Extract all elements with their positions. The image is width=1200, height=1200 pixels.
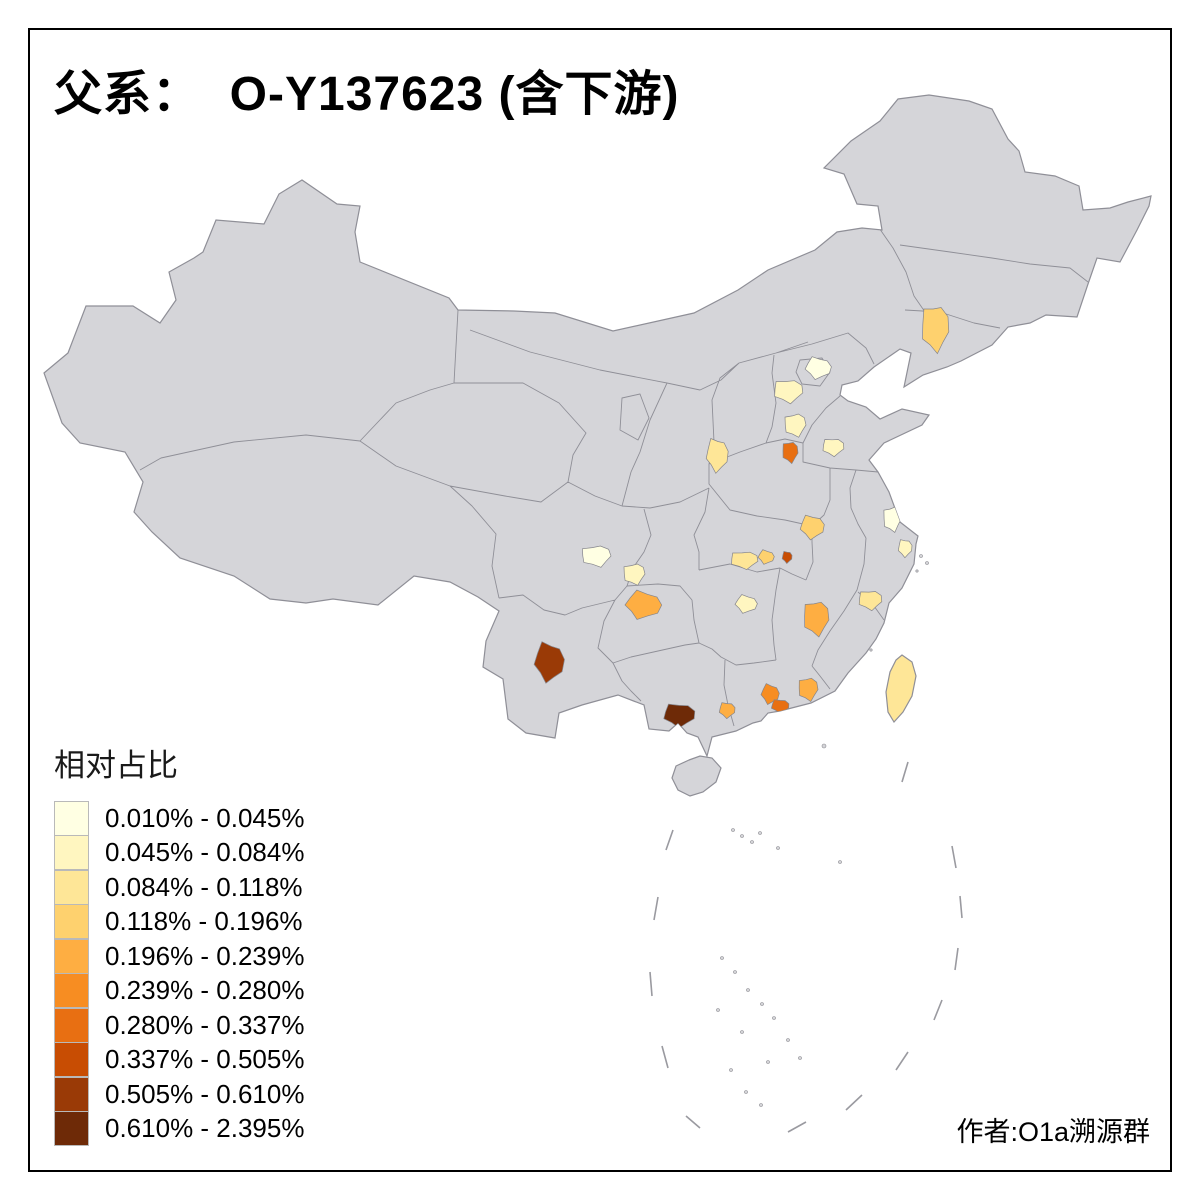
legend-row-8: 0.337% - 0.505% (54, 1042, 305, 1078)
taiwan-island (885, 654, 917, 724)
region-hubei-west (731, 551, 759, 571)
region-guangdong-west (760, 683, 780, 705)
region-chongqing-area (757, 549, 775, 565)
legend-bin-label: 0.280% - 0.337% (105, 1009, 305, 1040)
region-sichuan-south (623, 563, 646, 586)
legend-swatch-9 (54, 1076, 89, 1112)
legend-bin-label: 0.505% - 0.610% (105, 1078, 305, 1109)
highlighted-prefectures (533, 307, 950, 729)
legend-swatch-5 (54, 938, 89, 974)
region-hebei-north (774, 380, 804, 405)
region-shanghai-area (897, 539, 913, 559)
region-jiangxi-north (804, 601, 830, 638)
region-guangdong-east (798, 677, 819, 703)
legend-row-4: 0.118% - 0.196% (54, 904, 304, 940)
legend-bin-label: 0.118% - 0.196% (105, 906, 303, 937)
legend-bin-label: 0.610% - 2.395% (105, 1113, 305, 1144)
legend-bin-label: 0.337% - 0.505% (105, 1044, 305, 1075)
legend-row-5: 0.196% - 0.239% (54, 938, 305, 974)
region-guangxi-south (663, 703, 696, 729)
legend-bin-label: 0.045% - 0.084% (105, 837, 305, 868)
legend-swatch-3 (54, 869, 89, 905)
legend-swatch-2 (54, 835, 89, 871)
region-beijing (804, 356, 832, 381)
legend-bin-label: 0.010% - 0.045% (105, 802, 305, 833)
legend-row-10: 0.610% - 2.395% (54, 1111, 305, 1147)
map-legend: 相对占比 0.010% - 0.045% 0.045% - 0.084% 0.084… (54, 740, 305, 1147)
region-guangxi-east (718, 702, 736, 720)
legend-swatch-7 (54, 1007, 89, 1043)
region-henan-central (799, 514, 825, 541)
region-zhejiang-central (858, 591, 883, 612)
region-shanxi-west (705, 438, 729, 474)
region-hebei-south (782, 442, 799, 465)
hainan-island (671, 755, 722, 797)
region-hebei-central (784, 413, 807, 438)
legend-row-1: 0.010% - 0.045% (54, 800, 305, 836)
page-title: 父系： O-Y137623 (含下游) (54, 68, 680, 121)
legend-swatch-10 (54, 1111, 89, 1147)
region-guizhou-central (624, 589, 663, 620)
legend-row-9: 0.505% - 0.610% (54, 1076, 305, 1112)
legend-swatch-6 (54, 973, 89, 1009)
legend-row-2: 0.045% - 0.084% (54, 835, 305, 871)
legend-swatch-1 (54, 800, 89, 836)
legend-row-6: 0.239% - 0.280% (54, 973, 305, 1009)
region-sichuan-chengdu (582, 545, 612, 568)
region-hubei-small (781, 550, 793, 565)
author-credit: 作者:O1a溯源群 (956, 1117, 1150, 1147)
legend-row-7: 0.280% - 0.337% (54, 1007, 305, 1043)
nine-dash-line (649, 761, 963, 1133)
legend-bin-label: 0.239% - 0.280% (105, 975, 305, 1006)
region-shandong-west (822, 439, 845, 458)
legend-swatch-8 (54, 1042, 89, 1078)
region-hunan-north (734, 594, 758, 614)
legend-bin-label: 0.084% - 0.118% (105, 871, 303, 902)
legend-bin-label: 0.196% - 0.239% (105, 940, 305, 971)
legend-title: 相对占比 (54, 748, 178, 783)
legend-row-3: 0.084% - 0.118% (54, 869, 304, 905)
legend-swatch-4 (54, 904, 89, 940)
region-jilin-central (922, 307, 950, 355)
legend-rows: 0.010% - 0.045% 0.045% - 0.084% 0.084% - 0… (54, 800, 305, 1147)
china-mainland (43, 94, 1152, 758)
region-yunnan-central (533, 641, 565, 684)
south-china-sea-islands (716, 554, 929, 1107)
